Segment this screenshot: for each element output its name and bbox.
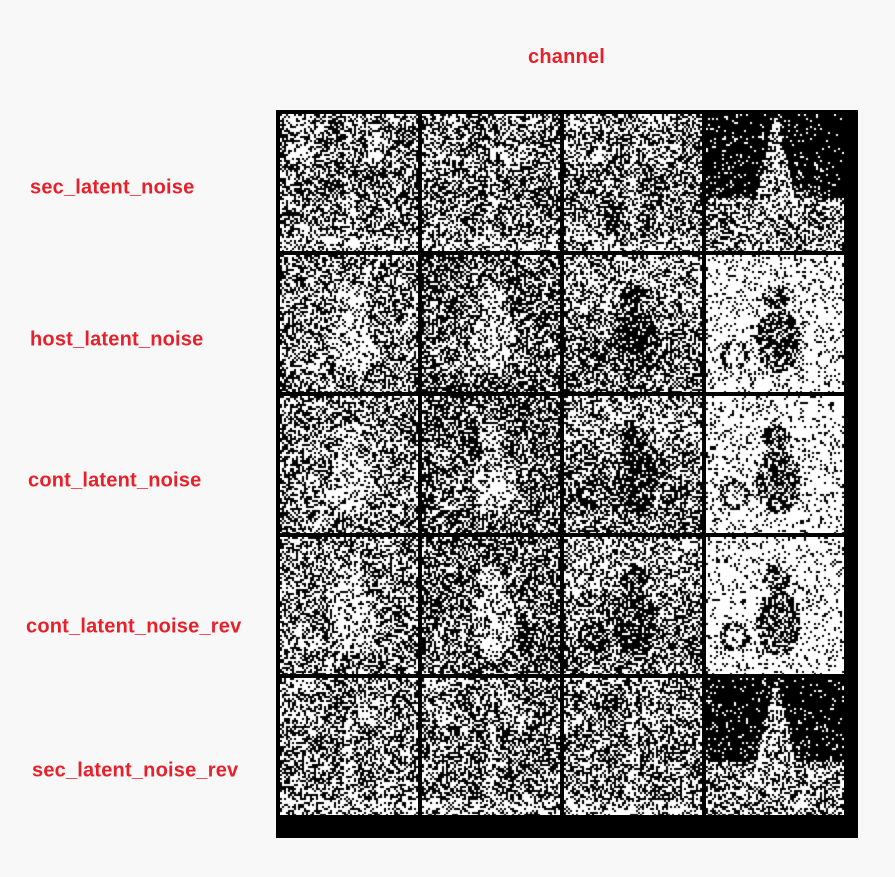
grid-tile-r4-c1 <box>422 678 560 815</box>
row-label-sec-latent-noise-rev: sec_latent_noise_rev <box>32 759 239 782</box>
grid-tile-r0-c0 <box>280 114 418 251</box>
row-label-cont-latent-noise-rev: cont_latent_noise_rev <box>26 615 242 638</box>
grid-tile-r2-c1 <box>422 396 560 533</box>
grid-tile-r1-c1 <box>422 255 560 392</box>
image-grid <box>276 110 858 838</box>
grid-tile-r2-c0 <box>280 396 418 533</box>
grid-tile-r2-c3 <box>706 396 844 533</box>
grid-tile-r3-c2 <box>564 537 702 674</box>
grid-tile-r3-c1 <box>422 537 560 674</box>
column-title: channel <box>528 46 605 68</box>
grid-tile-r4-c2 <box>564 678 702 815</box>
grid-tile-r0-c3 <box>706 114 844 251</box>
grid-tile-r4-c0 <box>280 678 418 815</box>
grid-tile-r3-c0 <box>280 537 418 674</box>
grid-tile-r1-c0 <box>280 255 418 392</box>
grid-tile-r1-c3 <box>706 255 844 392</box>
grid-tile-r0-c1 <box>422 114 560 251</box>
grid-tile-r0-c2 <box>564 114 702 251</box>
grid-tile-r1-c2 <box>564 255 702 392</box>
row-label-cont-latent-noise: cont_latent_noise <box>28 469 202 492</box>
grid-tile-r3-c3 <box>706 537 844 674</box>
grid-tile-r4-c3 <box>706 678 844 815</box>
grid-tile-r2-c2 <box>564 396 702 533</box>
row-label-host-latent-noise: host_latent_noise <box>30 328 204 351</box>
row-label-sec-latent-noise: sec_latent_noise <box>30 176 195 199</box>
